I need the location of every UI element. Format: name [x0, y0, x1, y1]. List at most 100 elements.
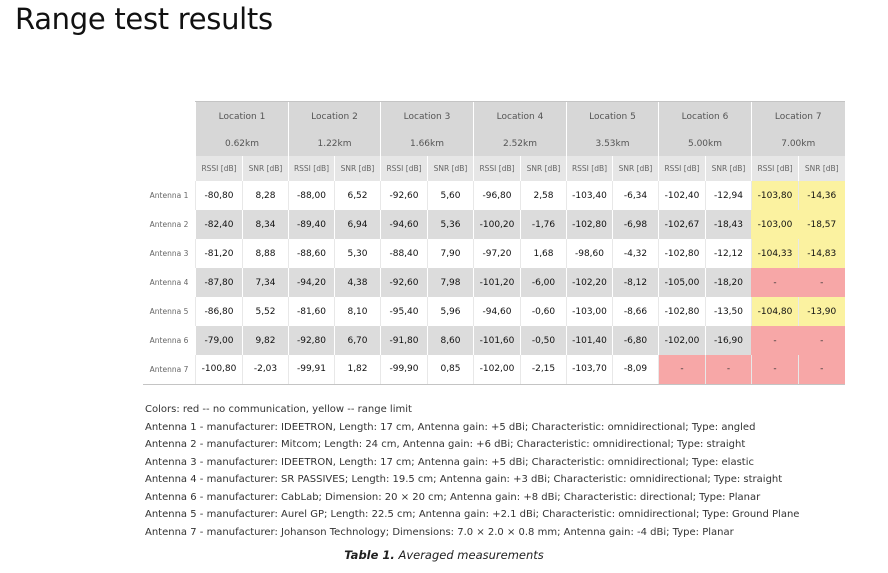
row-label: Antenna 6	[149, 336, 189, 345]
table-cell: -95,40	[380, 297, 428, 326]
table-cell: -105,00	[658, 268, 706, 297]
table-cell: -13,50	[705, 297, 752, 326]
table-cell: -79,00	[195, 326, 243, 355]
page-title: Range test results	[15, 2, 273, 36]
table-cell: -102,00	[658, 326, 706, 355]
distance-header: 3.53km	[566, 131, 659, 156]
table-cell: 5,30	[334, 239, 381, 268]
table-row: Antenna 2 -82,40 8,34 -89,40 6,94 -94,60 5,36-…	[143, 210, 845, 239]
table-cell: 6,94	[334, 210, 381, 239]
snr-column-header: SNR [dB]	[334, 156, 381, 181]
table-cell: -92,80	[288, 326, 335, 355]
table-cell: 6,52	[334, 181, 381, 210]
distance-header: 5.00km	[658, 131, 752, 156]
notes: Colors: red -- no communication, yellow …	[145, 401, 865, 541]
table-cell: -94,60	[380, 210, 428, 239]
table-cell: -13,90	[798, 297, 845, 326]
table-cell: -100,80	[195, 355, 243, 385]
table-cell: -14,36	[798, 181, 845, 210]
table-cell: -8,66	[612, 297, 659, 326]
table-cell: -102,80	[566, 210, 613, 239]
rssi-column-header: RSSI [dB]	[751, 156, 799, 181]
table-cell: -18,43	[705, 210, 752, 239]
table-cell: -6,34	[612, 181, 659, 210]
table-cell: -0,60	[520, 297, 567, 326]
table-cell: -	[705, 355, 752, 385]
table-cell: -104,33	[751, 239, 799, 268]
table-cell: -103,40	[566, 181, 613, 210]
table-body: Antenna 1 -80,80 8,28 -88,00 6,52 -92,60 5,60-…	[143, 181, 845, 385]
table-cell: 8,60	[427, 326, 474, 355]
table-cell: -18,20	[705, 268, 752, 297]
snr-column-header: SNR [dB]	[798, 156, 845, 181]
table-row: Antenna 5 -86,80 5,52 -81,60 8,10 -95,40 5,96-…	[143, 297, 845, 326]
table-cell: -103,00	[751, 210, 799, 239]
table-cell: -97,20	[473, 239, 521, 268]
table-cell: -1,76	[520, 210, 567, 239]
table-cell: -2,03	[242, 355, 289, 385]
table-corner-cell	[143, 156, 196, 181]
table-corner-cell	[143, 131, 196, 156]
rssi-column-header: RSSI [dB]	[566, 156, 613, 181]
table-cell: -2,15	[520, 355, 567, 385]
table-cell: -	[798, 326, 845, 355]
note-line: Antenna 3 - manufacturer: IDEETRON, Leng…	[145, 456, 754, 468]
note-line: Antenna 6 - manufacturer: CabLab; Dimens…	[145, 491, 761, 503]
location-header: Location 6	[658, 101, 752, 131]
table-cell: -16,90	[705, 326, 752, 355]
snr-column-header: SNR [dB]	[520, 156, 567, 181]
table-cell: -102,00	[473, 355, 521, 385]
table-cell: -94,60	[473, 297, 521, 326]
table-cell: -101,40	[566, 326, 613, 355]
table-cell: -6,98	[612, 210, 659, 239]
table-cell: 1,68	[520, 239, 567, 268]
table-cell: -94,20	[288, 268, 335, 297]
location-header: Location 3	[380, 101, 474, 131]
distance-header-row: 0.62km 1.22km 1.66km 2.52km 3.53km 5.00km 7.00…	[143, 131, 845, 156]
table-cell: -	[798, 355, 845, 385]
table-cell: 5,96	[427, 297, 474, 326]
table-cell: -	[751, 326, 799, 355]
table-cell: -80,80	[195, 181, 243, 210]
table-cell: -102,67	[658, 210, 706, 239]
results-table: Location 1 Location 2 Location 3 Location 4…	[143, 101, 845, 385]
table-cell: -0,50	[520, 326, 567, 355]
rssi-column-header: RSSI [dB]	[288, 156, 335, 181]
table-cell: 2,58	[520, 181, 567, 210]
caption-text: Averaged measurements	[394, 548, 544, 562]
table-cell: -88,00	[288, 181, 335, 210]
table-cell: -99,91	[288, 355, 335, 385]
table-row: Antenna 4 -87,80 7,34 -94,20 4,38 -92,60 7,98-…	[143, 268, 845, 297]
table-cell: 5,60	[427, 181, 474, 210]
table-row: Antenna 7 -100,80 -2,03 -99,91 1,82 -99,90 0,8…	[143, 355, 845, 385]
distance-header: 7.00km	[751, 131, 845, 156]
row-label: Antenna 7	[143, 355, 196, 385]
table-cell: 7,34	[242, 268, 289, 297]
table-cell: -103,70	[566, 355, 613, 385]
table-row: Antenna 3 -81,20 8,88 -88,60 5,30 -88,40 7,90-…	[143, 239, 845, 268]
table-cell: 8,28	[242, 181, 289, 210]
table-cell: -99,90	[380, 355, 428, 385]
table-cell: 0,85	[427, 355, 474, 385]
location-header-row: Location 1 Location 2 Location 3 Location 4…	[143, 101, 845, 131]
table-cell: -86,80	[195, 297, 243, 326]
table-cell: -6,80	[612, 326, 659, 355]
table-cell: 8,88	[242, 239, 289, 268]
note-line: Antenna 2 - manufacturer: Mitcom; Length…	[145, 439, 746, 450]
table-cell: 5,52	[242, 297, 289, 326]
table-cell: 7,90	[427, 239, 474, 268]
caption-label: Table 1.	[344, 548, 395, 562]
note-line: Antenna 5 - manufacturer: Aurel GP; Leng…	[145, 509, 800, 520]
table-cell: -8,12	[612, 268, 659, 297]
table-cell: -4,32	[612, 239, 659, 268]
table-cell: 7,98	[427, 268, 474, 297]
table-cell: 1,82	[334, 355, 381, 385]
row-label: Antenna 1	[149, 191, 189, 200]
rssi-column-header: RSSI [dB]	[473, 156, 521, 181]
table-cell: -92,60	[380, 181, 428, 210]
table-cell: -81,60	[288, 297, 335, 326]
location-header: Location 1	[195, 101, 289, 131]
measure-header-row: RSSI [dB] SNR [dB] RSSI [dB] SNR [dB] RSSI […	[143, 156, 845, 181]
table-row: Antenna 1 -80,80 8,28 -88,00 6,52 -92,60 5,60 -…	[143, 181, 845, 210]
table-cell: -91,80	[380, 326, 428, 355]
